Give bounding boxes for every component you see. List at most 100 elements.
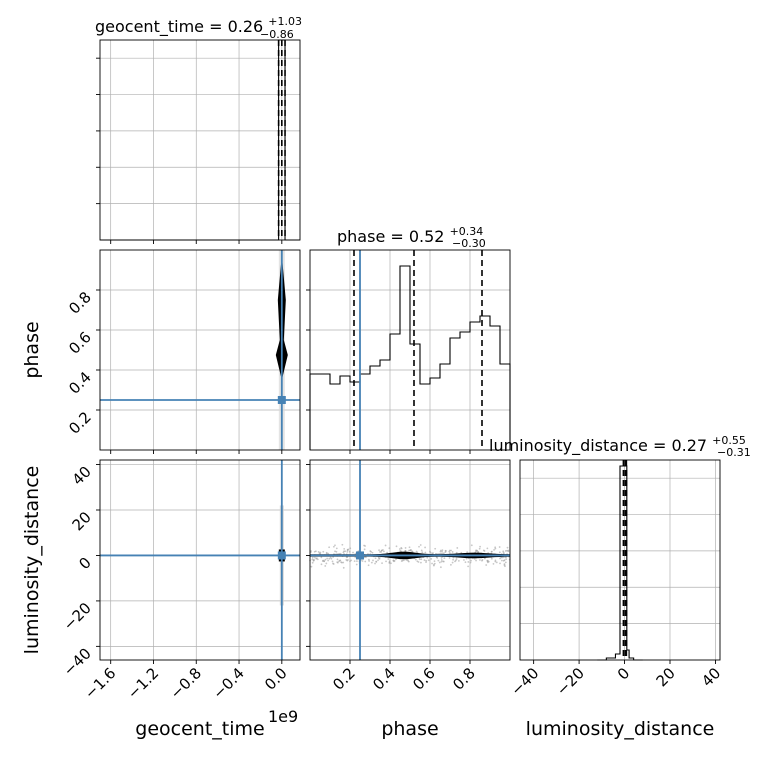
- scatter-point: [455, 558, 458, 560]
- xlabel-phase: phase: [381, 718, 438, 740]
- scatter-point: [388, 560, 391, 563]
- scatter-point: [450, 563, 452, 566]
- scatter-point: [470, 559, 472, 562]
- panel-distance-phase-xtick-label-3: 0.8: [449, 664, 479, 694]
- scatter-point: [385, 560, 387, 563]
- scatter-point: [470, 544, 473, 547]
- scatter-point: [441, 549, 444, 552]
- scatter-point: [432, 564, 435, 567]
- panel-phase-geocent-ytick-label-2: 0.6: [65, 328, 95, 358]
- scatter-point: [364, 560, 367, 563]
- scatter-point: [444, 549, 447, 552]
- title-phase: phase = 0.52 +0.34: [337, 225, 483, 246]
- panel-distance-geocent: [99, 459, 301, 661]
- scatter-point: [469, 561, 472, 564]
- title-geocent-time: geocent_time = 0.26 +1.03: [95, 15, 302, 37]
- scatter-point: [448, 549, 451, 552]
- scatter-point: [378, 549, 380, 552]
- scatter-point: [500, 559, 503, 562]
- scatter-point: [325, 562, 328, 565]
- scatter-point: [504, 561, 507, 564]
- scatter-point: [364, 545, 367, 547]
- scatter-point: [421, 551, 424, 554]
- scatter-point: [424, 546, 426, 549]
- scatter-point: [506, 546, 509, 549]
- scatter-point: [404, 547, 407, 549]
- panel-distance-xtick-label-0: −40: [507, 664, 542, 699]
- scatter-point: [313, 550, 316, 553]
- panel-distance-geocent-ytick-label-3: 20: [69, 508, 95, 534]
- title-luminosity-distance: luminosity_distance = 0.27 +0.55: [489, 434, 746, 456]
- scatter-point: [420, 549, 423, 552]
- scatter-point: [378, 557, 381, 560]
- scatter-point: [477, 551, 480, 553]
- scatter-point: [320, 556, 323, 559]
- scatter-point: [440, 560, 443, 563]
- scatter-point: [336, 561, 339, 564]
- scatter-point: [353, 560, 356, 563]
- scatter-point: [479, 559, 481, 561]
- scatter-point: [342, 566, 345, 569]
- panel-distance-geocent-xtick-label-1: −1.2: [124, 664, 162, 702]
- scatter-point: [327, 552, 330, 555]
- panel-distance-geocent-xtick-label-2: −0.8: [167, 664, 205, 702]
- scatter-point: [439, 549, 442, 552]
- scatter-point: [425, 559, 428, 562]
- scatter-point: [341, 543, 344, 546]
- scatter-point: [335, 547, 338, 550]
- panel-distance-xtick-label-4: 40: [698, 664, 724, 690]
- scatter-point: [356, 560, 358, 563]
- scatter-point: [490, 550, 493, 553]
- scatter-point: [475, 549, 478, 552]
- scatter-point: [454, 559, 457, 562]
- scatter-point: [334, 550, 336, 553]
- title-luminosity-distance-lower: −0.31: [717, 446, 751, 459]
- scatter-point: [311, 556, 314, 559]
- scatter-point: [311, 558, 314, 561]
- scatter-point: [463, 559, 465, 561]
- scatter-point: [492, 562, 495, 565]
- panel-distance-phase-xtick-label-0: 0.2: [329, 664, 359, 694]
- scatter-point: [381, 548, 384, 551]
- scatter-point: [467, 561, 470, 563]
- scatter-point: [505, 558, 508, 561]
- truth-point-distance-phase: [356, 551, 364, 560]
- scatter-point: [495, 561, 498, 564]
- scatter-point: [346, 549, 349, 552]
- scatter-point: [361, 560, 364, 562]
- hist-geocent-time: [100, 39, 300, 241]
- scatter-point: [475, 559, 477, 562]
- scatter-point: [419, 544, 422, 546]
- scatter-point: [354, 552, 357, 555]
- scatter-point: [344, 550, 347, 553]
- scatter-point: [368, 560, 371, 562]
- truth-point-distance-geocent: [277, 551, 286, 560]
- scatter-point: [328, 557, 331, 560]
- scatter-point: [490, 557, 493, 560]
- scatter-point: [402, 559, 405, 562]
- panel-distance-geocent-ytick-label-4: 40: [69, 463, 95, 489]
- scatter-point: [332, 545, 335, 548]
- scatter-point: [465, 557, 468, 560]
- scatter-point: [310, 550, 312, 552]
- scatter-point: [420, 558, 423, 561]
- scatter-point: [473, 557, 476, 560]
- scatter-point: [483, 557, 486, 560]
- ylabel-luminosity-distance: luminosity_distance: [21, 466, 43, 655]
- panel-distance-geocent-xtick-label-4: 0.0: [261, 664, 291, 694]
- scatter-point: [427, 559, 430, 562]
- scatter-point: [431, 552, 434, 555]
- scatter-point: [443, 557, 446, 560]
- scatter-point: [423, 559, 426, 562]
- panel-distance-phase-xtick-label-2: 0.6: [409, 664, 439, 694]
- scatter-point: [311, 561, 314, 564]
- scatter-point: [371, 551, 374, 554]
- scatter-point: [377, 559, 379, 562]
- panel-distance-xtick-label-3: 20: [653, 664, 679, 690]
- scatter-point: [482, 549, 485, 552]
- ylabel-phase: phase: [21, 321, 43, 378]
- panel-distance-xtick-label-1: −20: [553, 664, 588, 699]
- scatter-point: [350, 559, 353, 562]
- scatter-point: [331, 560, 334, 563]
